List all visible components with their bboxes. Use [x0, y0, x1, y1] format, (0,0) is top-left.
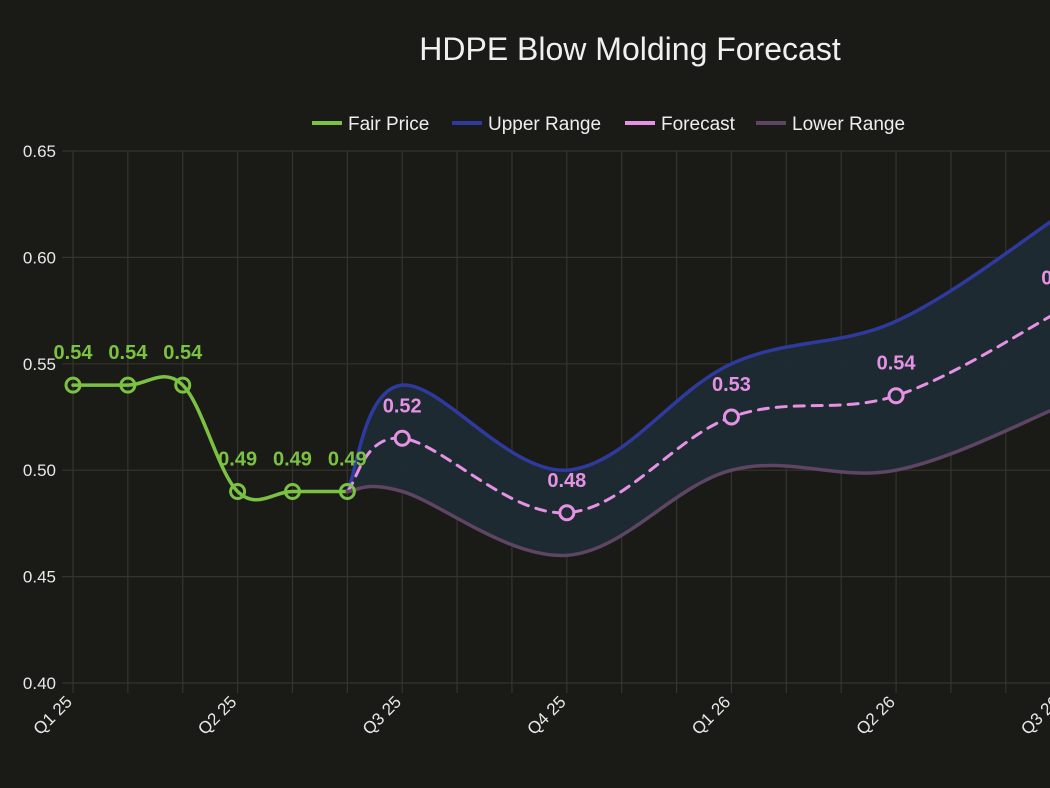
x-tick-label: Q3 26 — [1017, 692, 1050, 738]
x-tick-label: Q4 25 — [523, 692, 569, 738]
x-tick-label: Q1 26 — [688, 692, 734, 738]
y-tick-label: 0.55 — [23, 355, 56, 374]
fair-price-line — [71, 375, 350, 502]
forecast-data-label: 0.58 — [1041, 268, 1050, 290]
forecast-point — [887, 387, 905, 405]
fair-price-data-label: 0.49 — [218, 448, 257, 470]
fair-price-data-label: 0.54 — [163, 342, 203, 364]
fair-price-point — [174, 376, 192, 394]
legend-item: Lower Range — [792, 114, 905, 135]
forecast-point — [393, 429, 411, 447]
legend: Fair Price Upper Range Forecast Lower Range — [312, 114, 905, 135]
fair-price-point — [64, 376, 82, 394]
upper-range-line — [345, 219, 1050, 494]
forecast-data-label: 0.53 — [712, 374, 751, 396]
lower-range-line — [345, 408, 1050, 558]
y-tick-label: 0.65 — [23, 142, 56, 161]
y-tick-label: 0.45 — [23, 568, 56, 587]
y-tick-label: 0.60 — [23, 248, 56, 267]
fair-price-data-label: 0.49 — [273, 448, 312, 470]
fair-price-point — [119, 376, 137, 394]
y-tick-label: 0.40 — [23, 674, 56, 693]
forecast-data-label: 0.48 — [547, 470, 586, 492]
fair-price-data-label: 0.54 — [54, 342, 94, 364]
y-tick-label: 0.50 — [23, 461, 56, 480]
legend-item: Forecast — [661, 114, 736, 135]
x-tick-label: Q2 25 — [194, 692, 240, 738]
forecast-point — [722, 408, 740, 426]
legend-item: Fair Price — [348, 114, 429, 135]
data-labels: 0.54 0.54 0.54 0.49 0.49 0.49 0.52 0.48 0.53 0.54… — [54, 268, 1050, 492]
x-tick-label: Q2 26 — [853, 692, 899, 738]
fair-price-data-label: 0.49 — [328, 448, 367, 470]
forecast-data-label: 0.52 — [383, 395, 422, 417]
legend-item: Upper Range — [488, 114, 601, 135]
chart-title: HDPE Blow Molding Forecast — [419, 31, 841, 67]
forecast-data-label: 0.54 — [877, 353, 917, 375]
fair-price-data-label: 0.54 — [108, 342, 148, 364]
x-tick-label: Q1 25 — [30, 692, 76, 738]
forecast-point — [558, 504, 576, 522]
fair-price-point — [229, 482, 247, 500]
fair-price-point — [338, 482, 356, 500]
plot-area — [64, 219, 1050, 558]
fair-price-point — [283, 482, 301, 500]
x-tick-label: Q3 25 — [359, 692, 405, 738]
